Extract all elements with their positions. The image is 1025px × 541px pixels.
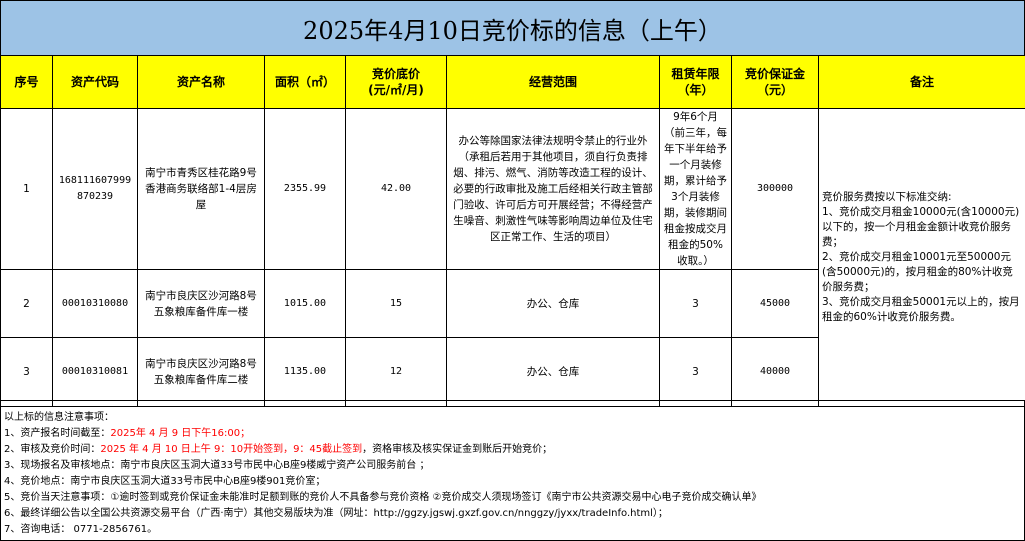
note-5: 5、竞价当天注意事项：①逾时签到或竞价保证金未能准时足额到账的竞价人不具备参与竞…: [4, 492, 762, 503]
col-header-remark: 备注: [818, 55, 1025, 109]
col-header-scope: 经营范围: [446, 55, 660, 109]
cell-area: 1015.00: [264, 269, 346, 338]
cell-name: 南宁市良庆区沙河路8号五象粮库备件库一楼: [137, 269, 265, 338]
header-row: 序号 资产代码 资产名称 面积（㎡） 竞价底价 (元/㎡/月) 经营范围 租赁年…: [0, 55, 1025, 109]
note-1-label: 1、资产报名时间截至：: [4, 428, 111, 439]
col-header-deposit: 竞价保证金 （元）: [731, 55, 819, 109]
notes-section: 以上标的信息注意事项： 1、资产报名时间截至：2025年 4 月 9 日下午16…: [0, 400, 1025, 541]
cell-scope: 办公、仓库: [446, 337, 660, 407]
col-header-no: 序号: [0, 55, 53, 109]
cell-term: 3: [659, 337, 732, 407]
col-header-price: 竞价底价 (元/㎡/月): [345, 55, 447, 109]
note-6: 6、最终详细公告以全国公共资源交易平台（广西·南宁）其他交易版块为准（网址：ht…: [4, 508, 668, 519]
cell-price: 15: [345, 269, 447, 338]
cell-code: 168111607999870239: [52, 108, 138, 270]
col-header-area: 面积（㎡）: [264, 55, 346, 109]
cell-price: 12: [345, 337, 447, 407]
auction-table: 序号 资产代码 资产名称 面积（㎡） 竞价底价 (元/㎡/月) 经营范围 租赁年…: [0, 55, 1025, 407]
table-row: 1 168111607999870239 南宁市青秀区桂花路9号香港商务联络部1…: [0, 108, 1025, 407]
col-header-code: 资产代码: [52, 55, 138, 109]
col-header-name: 资产名称: [137, 55, 265, 109]
cell-code: 00010310081: [52, 337, 138, 407]
cell-no: 2: [0, 269, 53, 338]
cell-scope: 办公等除国家法律法规明令禁止的行业外（承租后若用于其他项目，须自行负责排烟、排污…: [446, 108, 660, 270]
cell-term: 9年6个月（前三年，每年下半年给予一个月装修期，累计给予3个月装修期，装修期间租…: [659, 108, 732, 270]
note-2-label: 2、审核及竞价时间：: [4, 444, 101, 455]
cell-price: 42.00: [345, 108, 447, 270]
col-header-term: 租赁年限 （年）: [659, 55, 732, 109]
note-1: 1、资产报名时间截至：2025年 4 月 9 日下午16:00；: [4, 426, 1021, 442]
cell-scope: 办公、仓库: [446, 269, 660, 338]
note-3: 3、现场报名及审核地点：南宁市良庆区玉洞大道33号市民中心B座9楼威宁资产公司服…: [4, 460, 430, 471]
note-2: 2、审核及竞价时间：2025 年 4 月 10 日上午 9：10开始签到，9：4…: [4, 442, 1021, 458]
cell-no: 1: [0, 108, 53, 270]
cell-no: 3: [0, 337, 53, 407]
cell-name: 南宁市良庆区沙河路8号五象粮库备件库二楼: [137, 337, 265, 407]
note-2-time: 2025 年 4 月 10 日上午 9：10开始签到，9：45截止签到: [100, 444, 363, 455]
table-row: 3 00010310081 南宁市良庆区沙河路8号五象粮库备件库二楼 1135.…: [0, 337, 1025, 407]
cell-term: 3: [659, 269, 732, 338]
cell-deposit: 300000: [731, 108, 819, 270]
cell-deposit: 40000: [731, 337, 819, 407]
cell-name: 南宁市青秀区桂花路9号香港商务联络部1-4层房屋: [137, 108, 265, 270]
cell-area: 1135.00: [264, 337, 346, 407]
cell-remark: 竞价服务费按以下标准交纳: 1、竞价成交月租金10000元(含10000元)以下…: [818, 108, 1025, 407]
cell-deposit: 45000: [731, 269, 819, 338]
note-7: 7、咨询电话： 0771-2856761。: [4, 524, 158, 535]
cell-code: 00010310080: [52, 269, 138, 338]
note-1-deadline: 2025年 4 月 9 日下午16:00；: [110, 428, 251, 439]
cell-area: 2355.99: [264, 108, 346, 270]
table-row: 2 00010310080 南宁市良庆区沙河路8号五象粮库备件库一楼 1015.…: [0, 269, 1025, 338]
note-2-rest: ，资格审核及核实保证金到账后开始竞价；: [362, 444, 553, 455]
page-title: 2025年4月10日竞价标的信息（上午）: [0, 0, 1025, 56]
notes-heading: 以上标的信息注意事项：: [4, 412, 114, 423]
note-4: 4、竞价地点：南宁市良庆区玉洞大道33号市民中心B座9楼901竞价室；: [4, 476, 326, 487]
